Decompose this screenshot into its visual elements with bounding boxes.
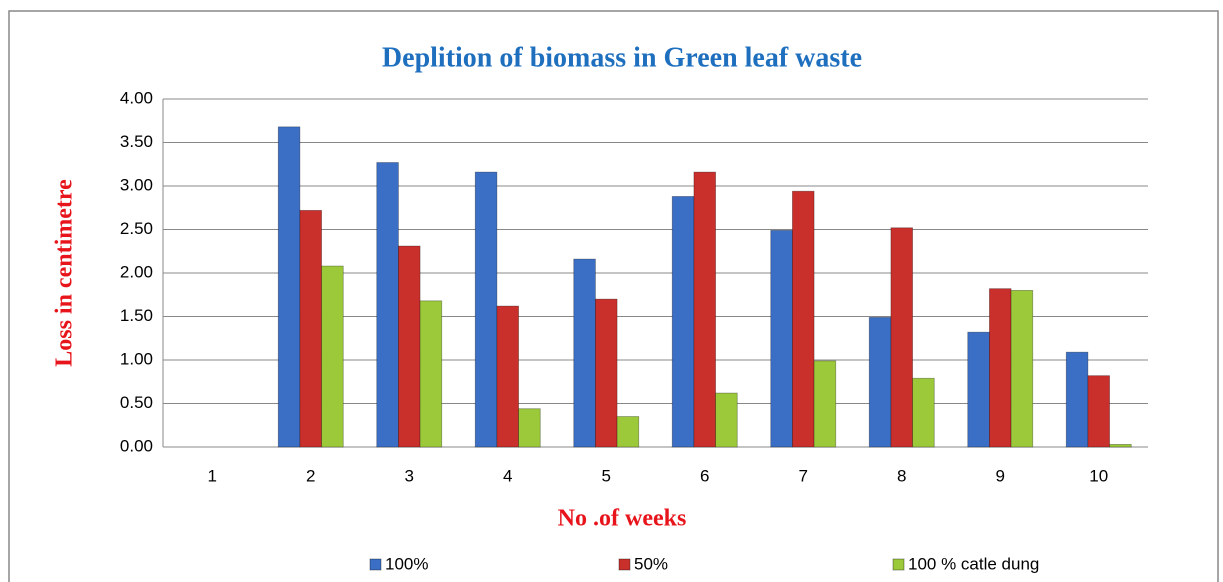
bar xyxy=(1087,375,1110,448)
y-tick-label: 1.00 xyxy=(120,349,153,368)
bar xyxy=(277,126,301,448)
bar xyxy=(419,300,443,448)
bar xyxy=(792,190,815,448)
bar xyxy=(890,227,913,448)
bar xyxy=(376,162,399,448)
x-tick-label: 1 xyxy=(208,466,217,485)
x-tick-label: 8 xyxy=(897,466,906,485)
bar xyxy=(989,288,1012,448)
bar xyxy=(496,305,519,448)
bar xyxy=(518,408,541,448)
chart-border xyxy=(8,10,1219,582)
bar xyxy=(770,229,793,448)
x-tick-label: 6 xyxy=(700,466,709,485)
x-axis-label: No .of weeks xyxy=(558,506,687,532)
bar xyxy=(1109,443,1132,448)
bar xyxy=(616,416,640,448)
legend-swatch xyxy=(618,558,631,571)
x-tick-label: 5 xyxy=(602,466,611,485)
bar xyxy=(474,171,498,448)
x-tick-label: 10 xyxy=(1089,466,1108,485)
y-tick-label: 3.00 xyxy=(120,175,153,194)
x-tick-label: 7 xyxy=(799,466,808,485)
bar xyxy=(671,196,695,448)
x-tick-label: 4 xyxy=(503,466,512,485)
bar xyxy=(693,171,716,448)
bar xyxy=(321,265,344,448)
y-tick-label: 3.50 xyxy=(120,132,153,151)
y-tick-label: 0.00 xyxy=(120,436,153,455)
bar xyxy=(967,331,990,448)
x-tick-label: 2 xyxy=(306,466,315,485)
x-tick-label: 9 xyxy=(996,466,1005,485)
y-tick-label: 0.50 xyxy=(120,393,153,412)
legend-label: 50% xyxy=(634,554,668,573)
bar xyxy=(299,209,322,448)
bar xyxy=(573,258,596,448)
bar xyxy=(868,316,892,448)
bar xyxy=(1010,289,1034,448)
legend-swatch xyxy=(892,558,905,571)
y-axis-label: Loss in centimetre xyxy=(52,179,78,367)
bar xyxy=(813,360,837,448)
chart-title: Deplition of biomass in Green leaf waste xyxy=(382,42,862,73)
bar xyxy=(912,377,935,448)
y-tick-label: 4.00 xyxy=(120,88,153,107)
bar xyxy=(595,298,618,448)
y-tick-label: 2.00 xyxy=(120,262,153,281)
bar xyxy=(715,392,738,448)
bar xyxy=(398,245,421,448)
y-tick-label: 2.50 xyxy=(120,219,153,238)
y-tick-label: 1.50 xyxy=(120,306,153,325)
legend-label: 100 % catle dung xyxy=(908,554,1039,573)
legend-label: 100% xyxy=(385,554,428,573)
legend-swatch xyxy=(369,558,382,571)
bar xyxy=(1065,351,1089,448)
x-tick-label: 3 xyxy=(405,466,414,485)
